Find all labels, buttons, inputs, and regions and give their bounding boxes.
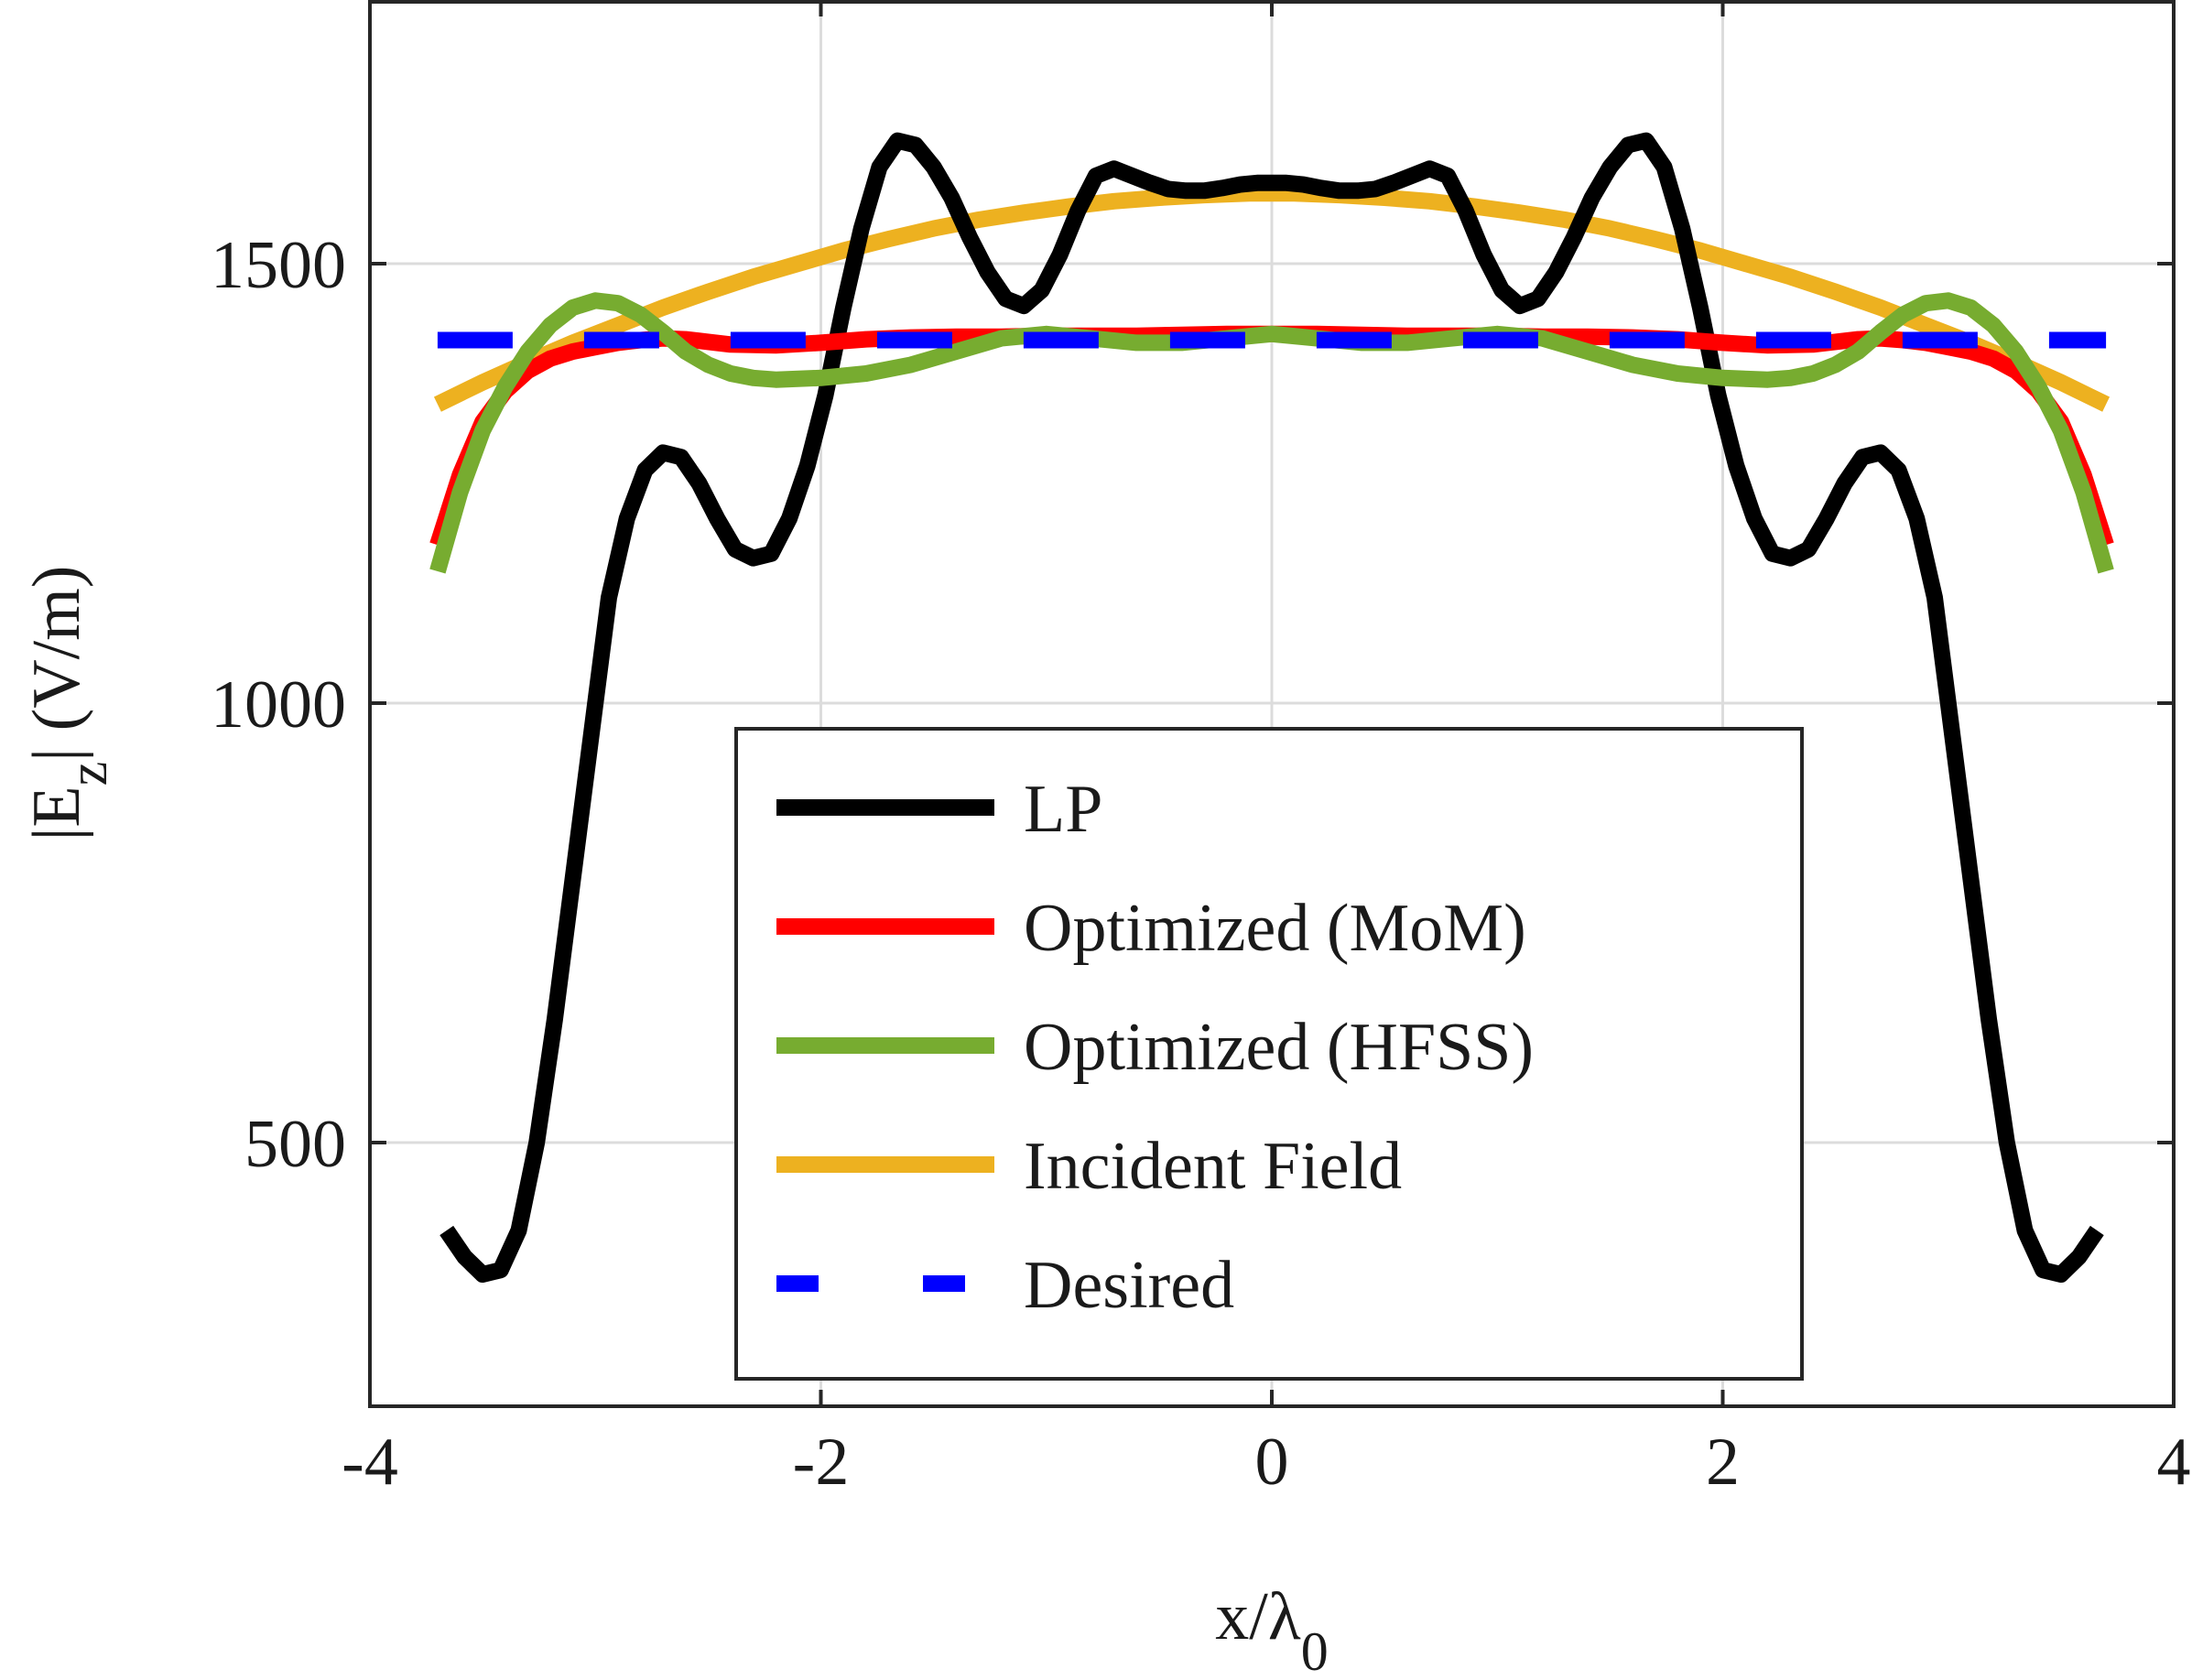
y-tick-label: 1000	[211, 667, 346, 742]
series-line-lp	[439, 132, 2104, 1283]
y-axis-label-post: | (V/m)	[19, 566, 94, 762]
ticks	[368, 0, 2176, 1406]
x-axis-label-sub: 0	[1301, 1621, 1329, 1680]
legend-label: LP	[1024, 772, 1102, 847]
x-axis-label-main: x/λ	[1215, 1579, 1301, 1654]
x-tick-label: 4	[2157, 1425, 2191, 1500]
legend-label: Optimized (MoM)	[1024, 891, 1526, 966]
y-tick-label: 500	[244, 1107, 346, 1182]
x-axis-label: x/λ0	[1215, 1579, 1328, 1680]
legend-label: Desired	[1024, 1248, 1234, 1323]
legend-label: Optimized (HFSS)	[1024, 1010, 1534, 1085]
y-axis-label: |Ez| (V/m)	[19, 566, 118, 841]
legend: LP Optimized (MoM) Optimized (HFSS) Inciden…	[734, 727, 1804, 1381]
x-tick-label: 2	[1706, 1425, 1740, 1500]
x-tick-label: -2	[793, 1425, 850, 1500]
tick-labels: -4 -2 0 2 4 500 1000 1500	[211, 228, 2191, 1500]
series-line-incident-field	[433, 185, 2111, 412]
x-tick-label: -4	[342, 1425, 398, 1500]
x-tick-label: 0	[1255, 1425, 1289, 1500]
series-group	[429, 132, 2114, 1283]
series-line-optimized-hfss	[429, 292, 2114, 574]
legend-label: Incident Field	[1024, 1129, 1402, 1204]
y-axis-label-pre: |E	[19, 786, 94, 840]
y-axis-label-sub: z	[58, 762, 118, 786]
y-tick-label: 1500	[211, 228, 346, 303]
